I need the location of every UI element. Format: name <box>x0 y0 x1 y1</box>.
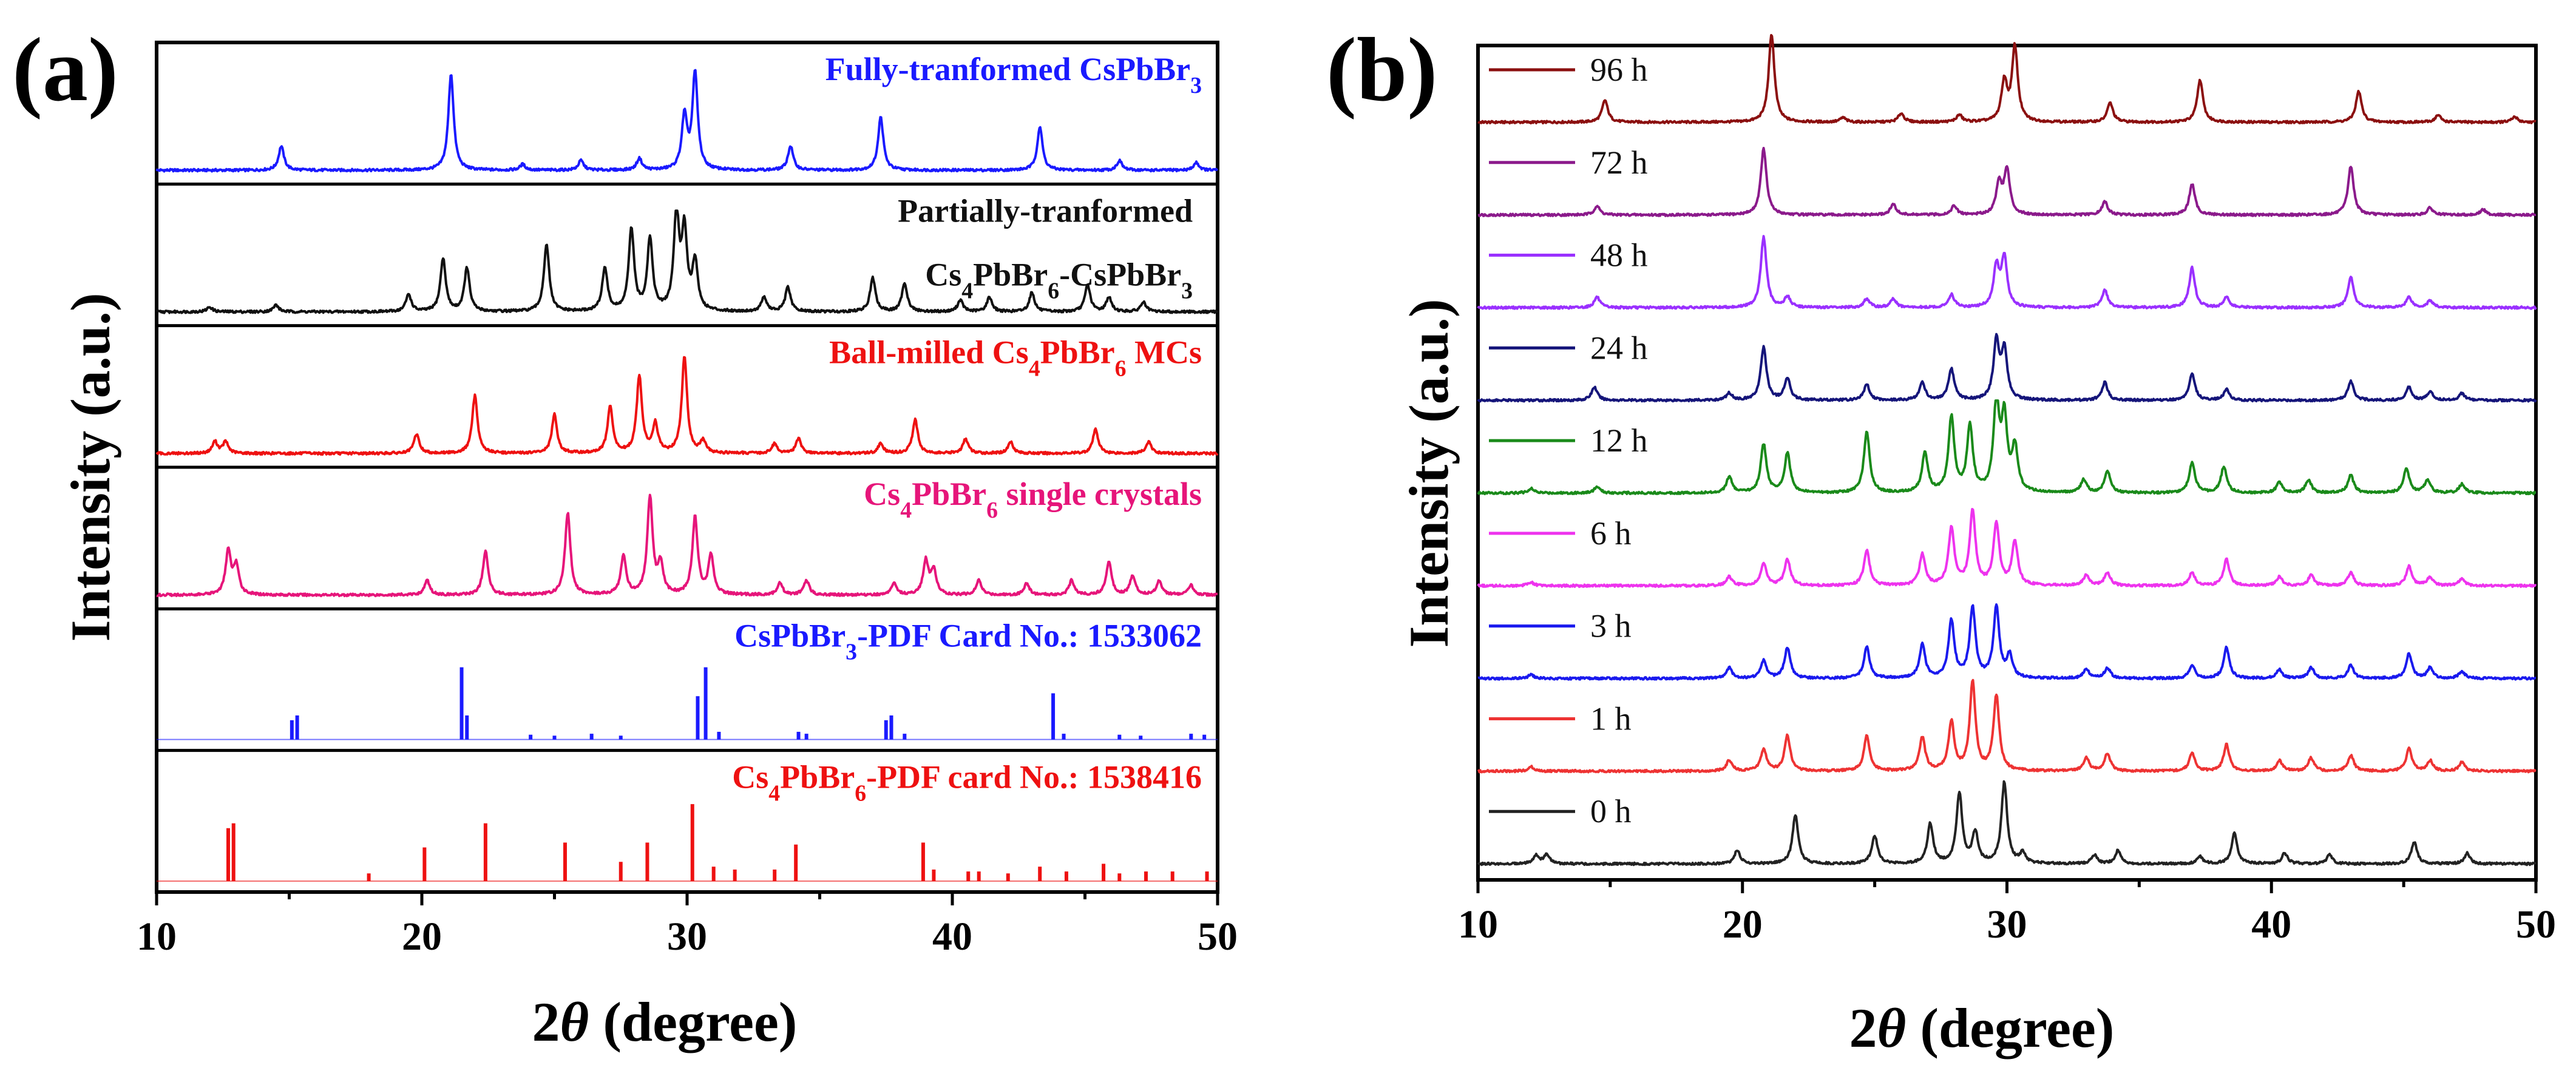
xrd-pattern-ball-milled-cs4pbbr6-mcs <box>155 356 1219 456</box>
legend-label-48-h: 48 h <box>1590 237 1648 274</box>
legend-label-6-h: 6 h <box>1590 515 1632 552</box>
series-label-cspbbr3-pdf-card-no-1533062-part-2: -PDF Card No.: 1533062 <box>857 617 1202 654</box>
series-label-partially-tranformed-cs4pbbr6-cspbbr3-line-1-part-0: Cs <box>925 256 961 292</box>
series-label-cs4pbbr6-single-crystals-part-2: PbBr <box>912 476 986 512</box>
panel-b-x-axis-title-suffix: (degree) <box>1906 997 2114 1059</box>
xrd-pattern-3-h <box>1477 603 2537 681</box>
xrd-pattern-6-h <box>1477 508 2537 588</box>
xrd-pattern-48-h <box>1477 235 2537 310</box>
series-label-cspbbr3-pdf-card-no-1533062: CsPbBr3-PDF Card No.: 1533062 <box>734 617 1202 664</box>
series-label-cs4pbbr6-pdf-card-no-1538416-part-0: Cs <box>732 759 768 796</box>
xrd-pattern-partially-tranformed-cs4pbbr6-cspbbr3 <box>155 209 1219 314</box>
panel-b-y-axis-title: Intensity (a.u.) <box>1398 299 1460 647</box>
x-tick-label: 40 <box>2251 902 2291 947</box>
series-label-partially-tranformed-cs4pbbr6-cspbbr3-line-1-part-3: 6 <box>1048 278 1059 303</box>
legend-label-0-h: 0 h <box>1590 793 1632 830</box>
series-label-partially-tranformed-cs4pbbr6-cspbbr3-line-0: Partially-tranformed <box>898 192 1193 229</box>
xrd-pattern-96-h <box>1477 34 2537 125</box>
series-label-fully-tranformed-cspbbr3: Fully-tranformed CsPbBr3 <box>825 51 1202 98</box>
series-label-cs4pbbr6-single-crystals-part-0: Cs <box>864 476 900 512</box>
panel-a-y-axis-title: Intensity (a.u.) <box>59 292 121 641</box>
x-tick-label: 10 <box>1458 902 1498 947</box>
x-tick-label: 40 <box>932 914 972 959</box>
panel-a-x-axis-title: 2θ (degree) <box>532 991 798 1053</box>
panel-a-x-axis-title-prefix: 2 <box>532 991 560 1053</box>
legend-label-96-h: 96 h <box>1590 52 1648 88</box>
series-label-cs4pbbr6-single-crystals-part-3: 6 <box>986 498 998 523</box>
series-label-cs4pbbr6-pdf-card-no-1538416-part-4: -PDF card No.: 1538416 <box>866 759 1202 796</box>
panel-a-x-axis-title-suffix: (degree) <box>589 991 797 1053</box>
x-tick-label: 30 <box>1987 902 2027 947</box>
xrd-pattern-0-h <box>1477 780 2537 867</box>
series-label-partially-tranformed-cs4pbbr6-cspbbr3-line-1-part-1: 4 <box>961 278 973 303</box>
legend-label-72-h: 72 h <box>1590 144 1648 181</box>
series-label-ball-milled-cs4pbbr6-mcs-part-4: MCs <box>1127 334 1202 371</box>
panel-b-x-ticks: 10 20 30 40 50 <box>1458 880 2556 947</box>
series-label-partially-tranformed-cs4pbbr6-cspbbr3-line-1-part-5: 3 <box>1181 278 1193 303</box>
x-tick-label: 50 <box>1198 914 1238 959</box>
panel-a-plot: Fully-tranformed CsPbBr3Partially-tranfo… <box>155 41 1219 894</box>
legend-label-3-h: 3 h <box>1590 608 1632 644</box>
series-label-partially-tranformed-cs4pbbr6-cspbbr3-line-1-part-4: -CsPbBr <box>1059 256 1181 292</box>
panel-b-x-axis-title-symbol: θ <box>1877 997 1907 1059</box>
x-tick-label: 20 <box>1723 902 1763 947</box>
panel-a-x-ticks: 10 20 30 40 50 <box>137 892 1238 959</box>
series-label-cs4pbbr6-pdf-card-no-1538416-part-1: 4 <box>768 781 780 806</box>
panel-a: (a) Fully-tranformed CsPbBr3Partially-tr… <box>12 19 1238 1053</box>
series-label-cspbbr3-pdf-card-no-1533062-part-1: 3 <box>846 639 857 664</box>
series-label-ball-milled-cs4pbbr6-mcs: Ball-milled Cs4PbBr6 MCs <box>829 334 1202 382</box>
panel-a-x-axis-title-symbol: θ <box>560 991 589 1053</box>
x-tick-label: 30 <box>667 914 707 959</box>
panel-b-x-axis-title-prefix: 2 <box>1849 997 1877 1059</box>
panel-b: (b) 96 h 72 h 48 h 24 h 12 h 6 h 3 h 1 h 0 h 10 2… <box>1326 19 2556 1059</box>
legend-label-1-h: 1 h <box>1590 700 1632 737</box>
series-label-cs4pbbr6-single-crystals-part-1: 4 <box>900 498 912 523</box>
series-label-ball-milled-cs4pbbr6-mcs-part-2: PbBr <box>1040 334 1115 371</box>
series-label-partially-tranformed-cs4pbbr6-cspbbr3-line-0-part-0: Partially-tranformed <box>898 192 1193 229</box>
series-label-cs4pbbr6-pdf-card-no-1538416-part-2: PbBr <box>780 759 855 796</box>
xrd-pattern-cs4pbbr6-single-crystals <box>156 493 1218 598</box>
series-label-cs4pbbr6-single-crystals-part-4: single crystals <box>998 476 1202 512</box>
x-tick-label: 10 <box>137 914 177 959</box>
panel-b-label: (b) <box>1326 19 1437 120</box>
series-label-ball-milled-cs4pbbr6-mcs-part-0: Ball-milled Cs <box>829 334 1029 371</box>
series-label-cs4pbbr6-pdf-card-no-1538416-part-3: 6 <box>855 781 866 806</box>
series-label-ball-milled-cs4pbbr6-mcs-part-3: 6 <box>1115 356 1127 382</box>
panel-b-x-axis-title: 2θ (degree) <box>1849 997 2115 1059</box>
series-label-fully-tranformed-cspbbr3-part-1: 3 <box>1190 73 1202 98</box>
legend-label-12-h: 12 h <box>1590 422 1648 459</box>
xrd-pattern-1-h <box>1477 678 2537 774</box>
series-label-fully-tranformed-cspbbr3-part-0: Fully-tranformed CsPbBr <box>825 51 1190 87</box>
series-label-cspbbr3-pdf-card-no-1533062-part-0: CsPbBr <box>734 617 846 654</box>
legend-label-24-h: 24 h <box>1590 330 1648 366</box>
x-tick-label: 20 <box>402 914 442 959</box>
xrd-pattern-72-h <box>1477 147 2537 217</box>
xrd-pattern-24-h <box>1477 333 2537 403</box>
x-tick-label: 50 <box>2516 902 2556 947</box>
series-label-cs4pbbr6-single-crystals: Cs4PbBr6 single crystals <box>864 476 1202 523</box>
series-label-cs4pbbr6-pdf-card-no-1538416: Cs4PbBr6-PDF card No.: 1538416 <box>732 759 1202 806</box>
panel-b-plot: 96 h 72 h 48 h 24 h 12 h 6 h 3 h 1 h 0 h <box>1476 34 2538 882</box>
series-label-partially-tranformed-cs4pbbr6-cspbbr3-line-1: Cs4PbBr6-CsPbBr3 <box>925 256 1193 303</box>
series-label-ball-milled-cs4pbbr6-mcs-part-1: 4 <box>1029 356 1040 382</box>
xrd-pattern-12-h <box>1477 399 2537 496</box>
series-label-partially-tranformed-cs4pbbr6-cspbbr3-line-1-part-2: PbBr <box>973 256 1048 292</box>
panel-a-label: (a) <box>12 19 118 120</box>
xrd-pattern-fully-tranformed-cspbbr3 <box>155 69 1219 173</box>
